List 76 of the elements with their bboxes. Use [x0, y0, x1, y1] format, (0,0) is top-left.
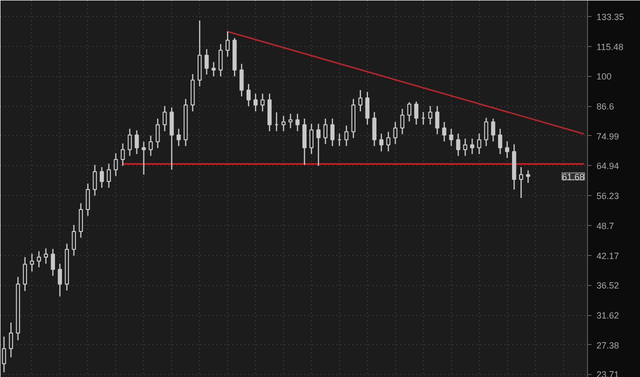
candlestick: [142, 141, 146, 176]
y-tick-label: 42.17: [596, 250, 620, 261]
candlestick: [44, 248, 48, 264]
y-tick-label: 64.94: [596, 161, 620, 172]
candlestick: [372, 111, 376, 147]
candlestick: [260, 93, 265, 112]
candlestick: [463, 138, 468, 156]
candlestick: [30, 253, 34, 272]
candlestick: [358, 90, 362, 112]
y-tick-label: 27.38: [596, 340, 620, 350]
candlestick: [344, 124, 348, 147]
y-tick-label: 48.7: [596, 220, 614, 231]
candlestick: [218, 44, 223, 77]
candlestick: [72, 224, 76, 256]
candlestick: [162, 105, 167, 132]
candlestick: [435, 105, 440, 135]
candlestick: [526, 170, 530, 184]
candlestick: [50, 248, 55, 276]
candlestick: [323, 118, 328, 145]
candlestick: [449, 128, 454, 147]
candlestick: [58, 263, 62, 297]
candlestick: [288, 113, 293, 129]
candlestick: [498, 128, 502, 155]
candlestick: [407, 102, 412, 122]
candlestick: [456, 133, 460, 156]
candlestick: [253, 93, 258, 112]
candlestick: [114, 152, 118, 177]
candlestick: [281, 115, 286, 132]
candlestick: [92, 164, 97, 196]
candlestick: [330, 118, 335, 147]
candlestick: [36, 250, 42, 268]
candlestick: [295, 113, 300, 132]
candlestick: [170, 106, 174, 170]
y-tick-label: 133.35: [596, 12, 624, 22]
candlestick: [246, 83, 251, 107]
candlestick: [22, 256, 28, 292]
candlestick: [86, 182, 90, 216]
candlestick: [484, 117, 488, 147]
candlestick: [176, 128, 181, 147]
candlestick: [519, 166, 524, 199]
candlestick: [379, 133, 384, 152]
candlestick: [393, 121, 398, 145]
candlestick: [106, 163, 111, 188]
candlestick: [156, 118, 160, 149]
candlestick: [477, 133, 482, 155]
candlestick: [428, 105, 432, 126]
y-tick-label: 36.52: [596, 280, 620, 291]
candlestick: [365, 91, 370, 126]
y-tick-label: 86.6: [596, 102, 614, 112]
candlestick: [400, 108, 404, 135]
candlestick: [386, 131, 390, 152]
candlestick: [212, 62, 216, 77]
candlestick: [100, 166, 104, 188]
y-tick-label: 74.99: [596, 131, 620, 142]
y-tick-label: 31.62: [596, 310, 620, 321]
candlestick: [8, 322, 14, 358]
candlestick: [505, 140, 510, 159]
candlestick: [134, 130, 139, 155]
y-tick-label: 100: [596, 72, 612, 82]
candlestick: [226, 30, 230, 58]
candlestick: [442, 121, 446, 142]
candlestick: [309, 123, 314, 155]
candlestick: [302, 118, 307, 166]
candlestick: [78, 202, 83, 238]
annotation: 61.68: [562, 172, 585, 182]
candlestick: [470, 138, 474, 155]
candlestick: [128, 128, 132, 156]
candlestick: [316, 123, 321, 166]
candlestick: [120, 142, 125, 166]
candlestick: [240, 63, 244, 98]
y-tick-label: 56.23: [596, 191, 620, 202]
y-tick-label: 115.48: [596, 42, 624, 52]
candlestick: [204, 48, 209, 76]
candlestick: [491, 118, 496, 142]
candlestick: [148, 134, 153, 156]
candlestick: [414, 100, 418, 126]
